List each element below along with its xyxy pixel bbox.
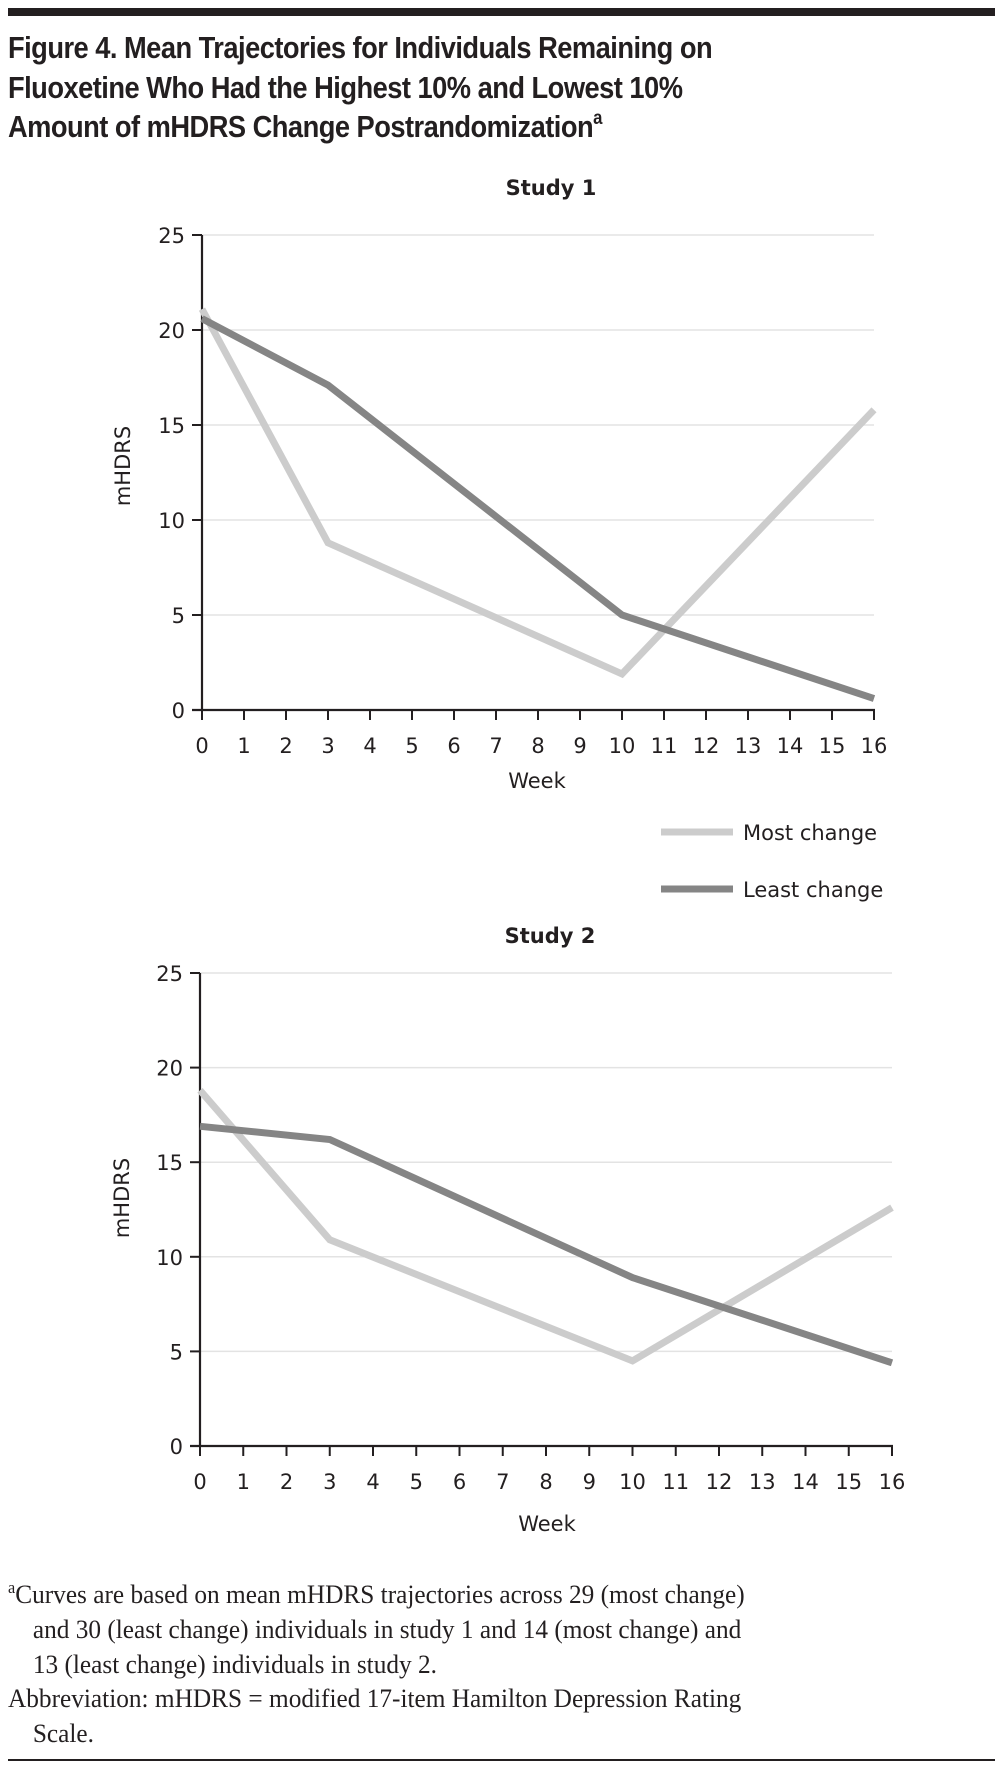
y-tick-label: 15 xyxy=(158,414,185,438)
x-tick-label: 0 xyxy=(195,734,208,758)
series-line-most-change xyxy=(197,1088,894,1365)
legend: Most change Least change xyxy=(661,821,883,902)
y-tick-label: 25 xyxy=(158,224,185,248)
y-tick-label: 10 xyxy=(156,1246,183,1270)
series-line-least-change xyxy=(199,1122,894,1367)
x-tick-label: 10 xyxy=(619,1470,646,1494)
y-tick-label: 5 xyxy=(172,604,185,628)
legend-item-most-change: Most change xyxy=(661,821,877,845)
series-lines xyxy=(198,307,877,702)
footnote-abbreviation: Abbreviation: mHDRS = modified 17-item H… xyxy=(8,1681,953,1751)
x-tick-label: 15 xyxy=(819,734,846,758)
title-line-3: Amount of mHDRS Change Postrandomization… xyxy=(8,107,870,147)
x-tick-label: 11 xyxy=(651,734,678,758)
x-tick-label: 4 xyxy=(363,734,376,758)
footnotes: aCurves are based on mean mHDRS trajecto… xyxy=(8,1577,953,1751)
x-tick-label: 7 xyxy=(489,734,502,758)
axes xyxy=(190,973,893,1448)
series-line-least-change xyxy=(200,315,876,702)
abbreviation-line-1: Abbreviation: mHDRS = modified 17-item H… xyxy=(8,1683,742,1714)
x-tick-label: 7 xyxy=(496,1470,509,1494)
x-tick-label: 9 xyxy=(583,1470,596,1494)
title-line-1: Figure 4. Mean Trajectories for Individu… xyxy=(8,30,713,65)
y-tick-label: 10 xyxy=(158,509,185,533)
series-line-most-change xyxy=(198,307,877,679)
x-tick-label: 10 xyxy=(609,734,636,758)
panel-title: Study 1 xyxy=(506,176,597,200)
gridlines xyxy=(202,234,874,616)
y-tick-label: 0 xyxy=(170,1435,183,1459)
x-tick-label: 6 xyxy=(447,734,460,758)
footnote-a-line-1: Curves are based on mean mHDRS trajector… xyxy=(15,1579,745,1609)
x-tick-label: 1 xyxy=(237,734,250,758)
x-tick-label: 3 xyxy=(323,1470,336,1494)
panel-title: Study 2 xyxy=(505,924,596,948)
series-lines xyxy=(197,1088,894,1367)
y-axis-label: mHDRS xyxy=(111,426,135,506)
x-tick-label: 3 xyxy=(321,734,334,758)
title-line-3-text: Amount of mHDRS Change Postrandomization xyxy=(8,109,594,144)
y-tick-label: 25 xyxy=(156,962,183,986)
x-ticks: 0 1 2 3 4 5 6 7 8 9 10 11 12 13 14 15 16 xyxy=(193,1446,905,1494)
y-tick-label: 0 xyxy=(172,699,185,723)
x-tick-label: 12 xyxy=(693,734,720,758)
x-tick-label: 11 xyxy=(662,1470,689,1494)
y-tick-label: 15 xyxy=(156,1151,183,1175)
x-tick-label: 9 xyxy=(573,734,586,758)
title-line-2: Fluoxetine Who Had the Highest 10% and L… xyxy=(8,69,683,105)
footnote-a-mark: a xyxy=(8,1578,16,1597)
abbreviation-line-2: Scale. xyxy=(32,1718,94,1749)
legend-label-most-change: Most change xyxy=(743,821,877,845)
x-tick-label: 2 xyxy=(280,1470,293,1494)
y-ticks: 0 5 10 15 20 25 xyxy=(156,962,200,1459)
y-tick-label: 20 xyxy=(158,319,185,343)
y-ticks: 0 5 10 15 20 25 xyxy=(158,224,202,723)
x-tick-label: 1 xyxy=(237,1470,250,1494)
bottom-rule xyxy=(8,1759,995,1761)
x-tick-label: 16 xyxy=(879,1470,906,1494)
x-tick-label: 14 xyxy=(792,1470,819,1494)
x-tick-label: 5 xyxy=(405,734,418,758)
y-axis-label: mHDRS xyxy=(110,1158,134,1238)
y-tick-label: 20 xyxy=(156,1057,183,1081)
x-tick-label: 2 xyxy=(279,734,292,758)
x-tick-label: 16 xyxy=(861,734,888,758)
figure-title: Figure 4. Mean Trajectories for Individu… xyxy=(8,28,870,147)
x-tick-label: 4 xyxy=(366,1470,379,1494)
x-tick-label: 14 xyxy=(777,734,804,758)
legend-label-least-change: Least change xyxy=(743,878,883,902)
gridlines xyxy=(200,972,892,1353)
title-footnote-mark: a xyxy=(593,108,602,129)
x-tick-label: 13 xyxy=(735,734,762,758)
x-tick-label: 5 xyxy=(410,1470,423,1494)
x-tick-label: 0 xyxy=(193,1470,206,1494)
legend-item-least-change: Least change xyxy=(661,878,883,902)
x-tick-label: 12 xyxy=(706,1470,733,1494)
x-tick-label: 15 xyxy=(835,1470,862,1494)
x-tick-label: 13 xyxy=(749,1470,776,1494)
x-tick-label: 8 xyxy=(531,734,544,758)
top-rule xyxy=(8,8,995,16)
footnote-a-line-2: and 30 (least change) individuals in stu… xyxy=(32,1613,742,1644)
x-tick-label: 6 xyxy=(453,1470,466,1494)
footnote-a: aCurves are based on mean mHDRS trajecto… xyxy=(8,1577,953,1681)
footnote-a-line-3: 13 (least change) individuals in study 2… xyxy=(32,1648,437,1679)
y-tick-label: 5 xyxy=(170,1340,183,1364)
x-axis-label: Week xyxy=(518,1512,576,1536)
x-axis-label: Week xyxy=(508,769,566,793)
x-ticks: 0 1 2 3 4 5 6 7 8 9 10 11 12 13 14 15 16 xyxy=(195,710,887,758)
x-tick-label: 8 xyxy=(539,1470,552,1494)
